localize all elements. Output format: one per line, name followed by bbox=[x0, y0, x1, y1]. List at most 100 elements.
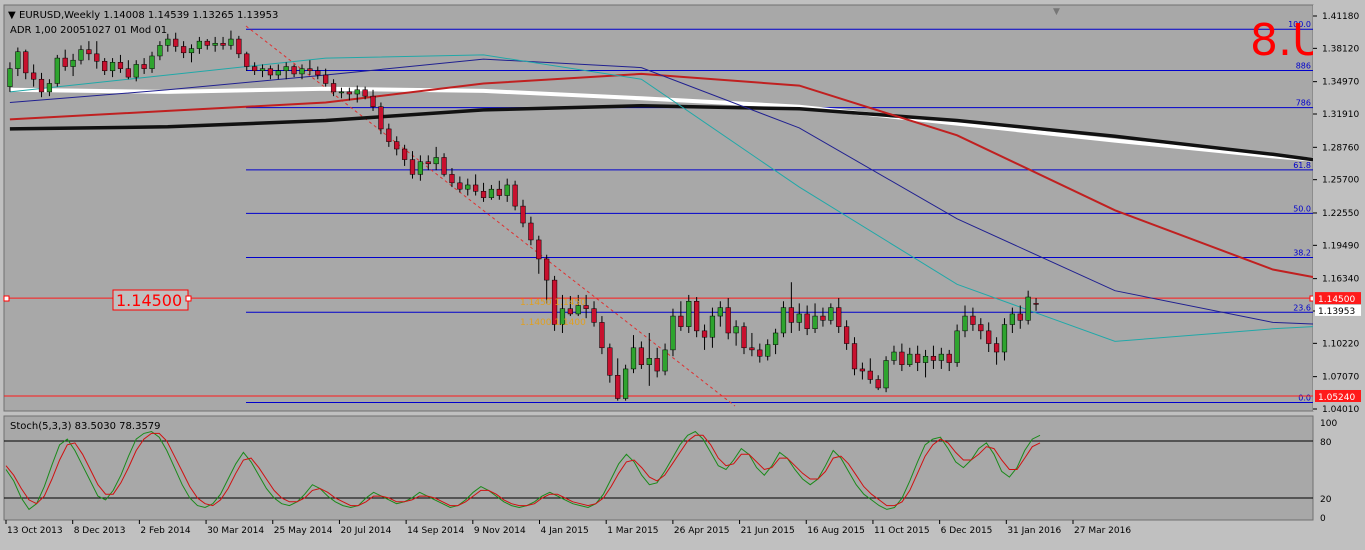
candle[interactable] bbox=[94, 41, 100, 69]
candle[interactable] bbox=[891, 345, 897, 365]
candle[interactable] bbox=[820, 307, 826, 327]
candle[interactable] bbox=[157, 41, 163, 61]
candle[interactable] bbox=[907, 347, 913, 367]
candle[interactable] bbox=[536, 235, 542, 274]
candle[interactable] bbox=[228, 30, 234, 50]
candle[interactable] bbox=[275, 64, 281, 80]
candle[interactable] bbox=[812, 303, 818, 333]
candle[interactable] bbox=[1017, 305, 1023, 329]
candle[interactable] bbox=[86, 41, 92, 61]
stochastic-main-line[interactable] bbox=[5, 430, 1041, 511]
candle[interactable] bbox=[591, 301, 597, 327]
candle[interactable] bbox=[31, 64, 37, 87]
candle[interactable] bbox=[109, 58, 116, 78]
candle[interactable] bbox=[899, 343, 905, 372]
candle[interactable] bbox=[512, 180, 518, 211]
candle[interactable] bbox=[1025, 290, 1031, 325]
candle[interactable] bbox=[551, 275, 558, 331]
candle[interactable] bbox=[173, 32, 179, 52]
candle[interactable] bbox=[291, 64, 297, 78]
candle[interactable] bbox=[220, 36, 226, 50]
candle[interactable] bbox=[1009, 307, 1015, 333]
candle[interactable] bbox=[701, 324, 708, 350]
candle[interactable] bbox=[828, 303, 834, 325]
candle[interactable] bbox=[875, 375, 881, 391]
candle[interactable] bbox=[54, 54, 60, 87]
moving-average-teal[interactable] bbox=[9, 54, 1365, 345]
candle[interactable] bbox=[851, 337, 858, 376]
moving-average-black[interactable] bbox=[9, 103, 1365, 266]
candle[interactable] bbox=[733, 320, 739, 346]
candle[interactable] bbox=[638, 341, 645, 369]
candle[interactable] bbox=[757, 343, 763, 363]
candle[interactable] bbox=[694, 297, 700, 338]
candle[interactable] bbox=[7, 62, 13, 92]
candle[interactable] bbox=[922, 349, 929, 378]
candle[interactable] bbox=[212, 36, 218, 52]
candle[interactable] bbox=[236, 35, 242, 59]
candle[interactable] bbox=[1001, 318, 1008, 361]
candle[interactable] bbox=[859, 362, 866, 380]
candle[interactable] bbox=[267, 65, 274, 80]
candle[interactable] bbox=[504, 178, 510, 202]
candle[interactable] bbox=[741, 322, 747, 355]
candle[interactable] bbox=[102, 58, 108, 75]
scroll-marker-icon[interactable]: ▼ bbox=[1053, 7, 1060, 17]
candle[interactable] bbox=[804, 305, 810, 336]
candle[interactable] bbox=[836, 298, 842, 333]
candle[interactable] bbox=[544, 254, 550, 304]
stochastic-plot-area[interactable] bbox=[3, 415, 1314, 521]
candle[interactable] bbox=[654, 347, 660, 378]
candle[interactable] bbox=[709, 307, 716, 348]
candle[interactable] bbox=[370, 89, 376, 111]
candle[interactable] bbox=[725, 298, 731, 340]
candle[interactable] bbox=[496, 180, 502, 200]
price-box-handle[interactable] bbox=[185, 295, 192, 302]
candle[interactable] bbox=[457, 176, 463, 193]
candle[interactable] bbox=[252, 62, 258, 75]
stochastic-signal-line[interactable] bbox=[5, 432, 1041, 507]
price-plot-area[interactable] bbox=[3, 4, 1314, 412]
candle[interactable] bbox=[117, 54, 124, 73]
candle[interactable] bbox=[196, 36, 202, 54]
candle[interactable] bbox=[125, 60, 131, 80]
candle[interactable] bbox=[567, 295, 573, 317]
candle[interactable] bbox=[686, 294, 692, 333]
candle[interactable] bbox=[244, 51, 250, 71]
candle[interactable] bbox=[180, 41, 187, 59]
candle[interactable] bbox=[749, 332, 755, 357]
candle[interactable] bbox=[38, 72, 45, 98]
candle[interactable] bbox=[670, 308, 676, 357]
candle[interactable] bbox=[583, 294, 589, 319]
candle[interactable] bbox=[362, 86, 368, 100]
price-axis[interactable]: 1.41180 1.38120 1.34970 1.31910 1.28760 1.257… bbox=[1313, 5, 1365, 415]
candle[interactable] bbox=[441, 153, 447, 177]
candle[interactable] bbox=[796, 303, 802, 331]
candle[interactable] bbox=[386, 123, 392, 147]
candle[interactable] bbox=[788, 282, 794, 333]
candle[interactable] bbox=[46, 79, 53, 97]
candle[interactable] bbox=[425, 155, 431, 171]
candle[interactable] bbox=[883, 356, 889, 393]
candle[interactable] bbox=[646, 332, 652, 386]
candle[interactable] bbox=[394, 136, 400, 156]
candle[interactable] bbox=[575, 294, 581, 317]
candle[interactable] bbox=[346, 87, 352, 101]
candle[interactable] bbox=[330, 79, 337, 97]
candle[interactable] bbox=[62, 49, 68, 71]
candle[interactable] bbox=[599, 316, 605, 355]
candle[interactable] bbox=[954, 324, 960, 367]
candle[interactable] bbox=[615, 358, 621, 401]
candle[interactable] bbox=[141, 58, 147, 74]
candle[interactable] bbox=[559, 294, 566, 333]
candle[interactable] bbox=[449, 168, 455, 188]
candle[interactable] bbox=[465, 178, 471, 196]
candle[interactable] bbox=[867, 358, 873, 384]
candle[interactable] bbox=[993, 337, 1000, 365]
candle[interactable] bbox=[354, 85, 360, 103]
candle[interactable] bbox=[149, 51, 155, 73]
candle[interactable] bbox=[520, 199, 526, 228]
candle[interactable] bbox=[133, 60, 139, 82]
candle[interactable] bbox=[962, 305, 968, 338]
